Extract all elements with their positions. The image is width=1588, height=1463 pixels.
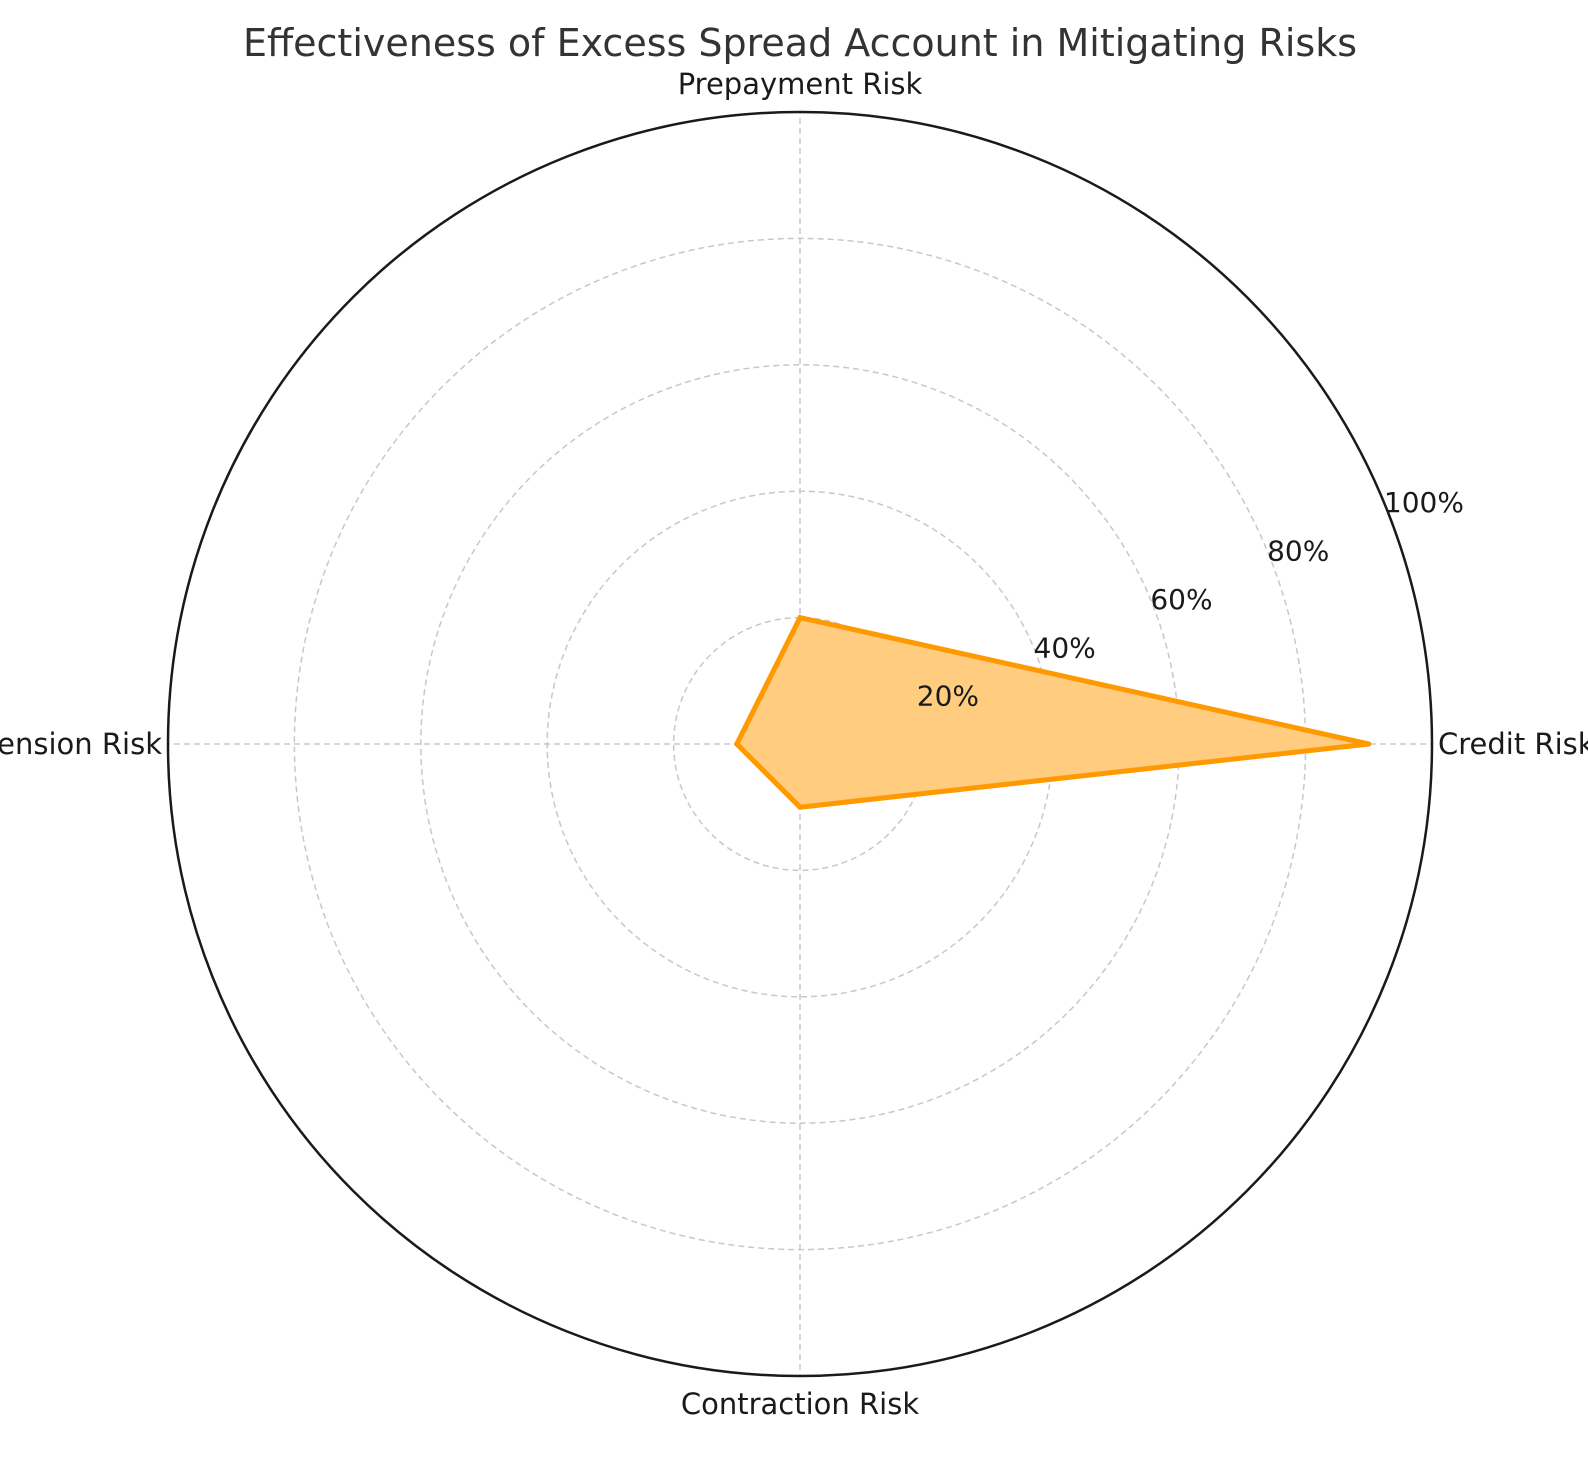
category-label: Credit Risk <box>1438 727 1588 761</box>
radial-tick-label: 100% <box>1384 486 1464 519</box>
category-label: Contraction Risk <box>681 1387 919 1421</box>
radial-tick-label: 80% <box>1267 535 1329 568</box>
data-layer <box>733 614 1372 810</box>
outer-frame <box>166 110 1434 1378</box>
category-label: Prepayment Risk <box>678 67 923 101</box>
label-layer: 20% 40% 60% 80% 100% Credit Risk Prepayment Ri… <box>0 67 1588 1421</box>
radial-tick-label: 60% <box>1150 583 1212 616</box>
data-point <box>1366 741 1372 747</box>
data-point <box>797 615 803 621</box>
data-point <box>797 804 803 810</box>
radial-tick-label: 20% <box>917 680 979 713</box>
radial-tick-label: 40% <box>1034 631 1096 664</box>
data-point <box>734 741 740 747</box>
category-label: Extension Risk <box>0 727 162 761</box>
chart-title: Effectiveness of Excess Spread Account i… <box>243 21 1357 65</box>
